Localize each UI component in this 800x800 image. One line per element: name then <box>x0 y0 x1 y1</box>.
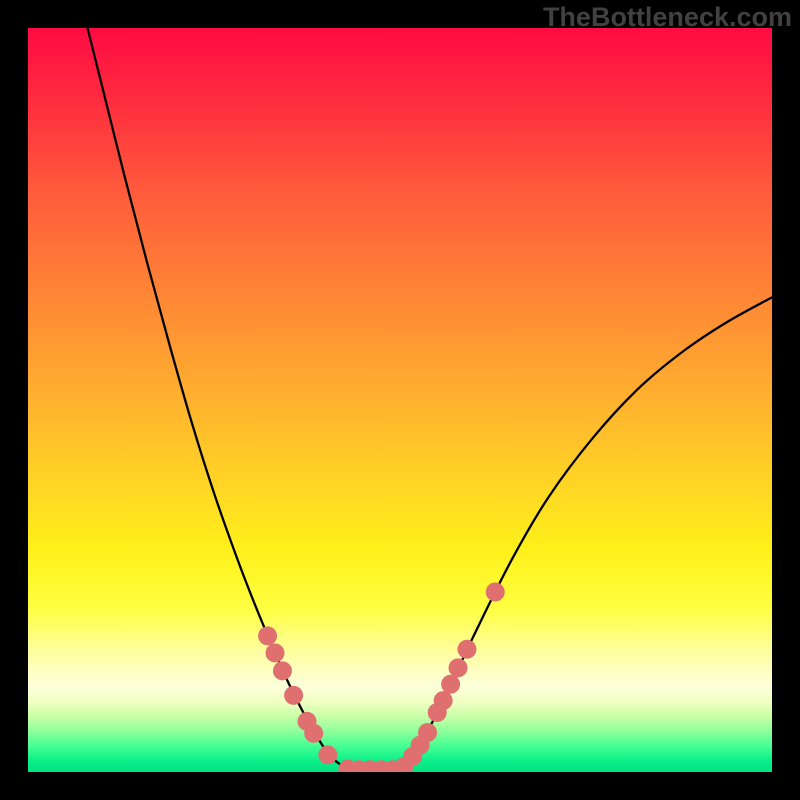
data-point <box>318 745 337 764</box>
gradient-background <box>28 28 772 772</box>
data-point <box>486 582 505 601</box>
data-point <box>441 675 460 694</box>
data-point <box>449 658 468 677</box>
watermark-text: TheBottleneck.com <box>543 2 792 33</box>
data-point <box>434 691 453 710</box>
data-point <box>258 626 277 645</box>
data-point <box>457 640 476 659</box>
data-point <box>266 643 285 662</box>
data-point <box>273 661 292 680</box>
data-point <box>304 724 323 743</box>
chart-canvas <box>0 0 800 800</box>
data-point <box>284 686 303 705</box>
data-point <box>418 723 437 742</box>
